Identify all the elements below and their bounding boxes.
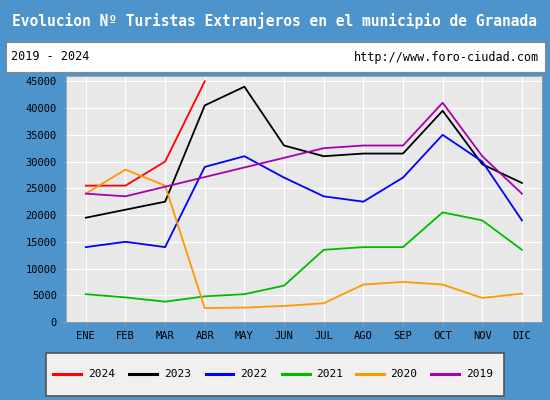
FancyBboxPatch shape <box>46 353 504 396</box>
Text: 2022: 2022 <box>240 369 267 379</box>
Text: 2020: 2020 <box>390 369 417 379</box>
Text: 2023: 2023 <box>164 369 191 379</box>
Text: 2024: 2024 <box>88 369 115 379</box>
Text: 2019 - 2024: 2019 - 2024 <box>11 50 89 64</box>
Text: Evolucion Nº Turistas Extranjeros en el municipio de Granada: Evolucion Nº Turistas Extranjeros en el … <box>13 12 537 30</box>
Text: 2021: 2021 <box>317 369 344 379</box>
Text: http://www.foro-ciudad.com: http://www.foro-ciudad.com <box>354 50 539 64</box>
Text: 2019: 2019 <box>466 369 493 379</box>
